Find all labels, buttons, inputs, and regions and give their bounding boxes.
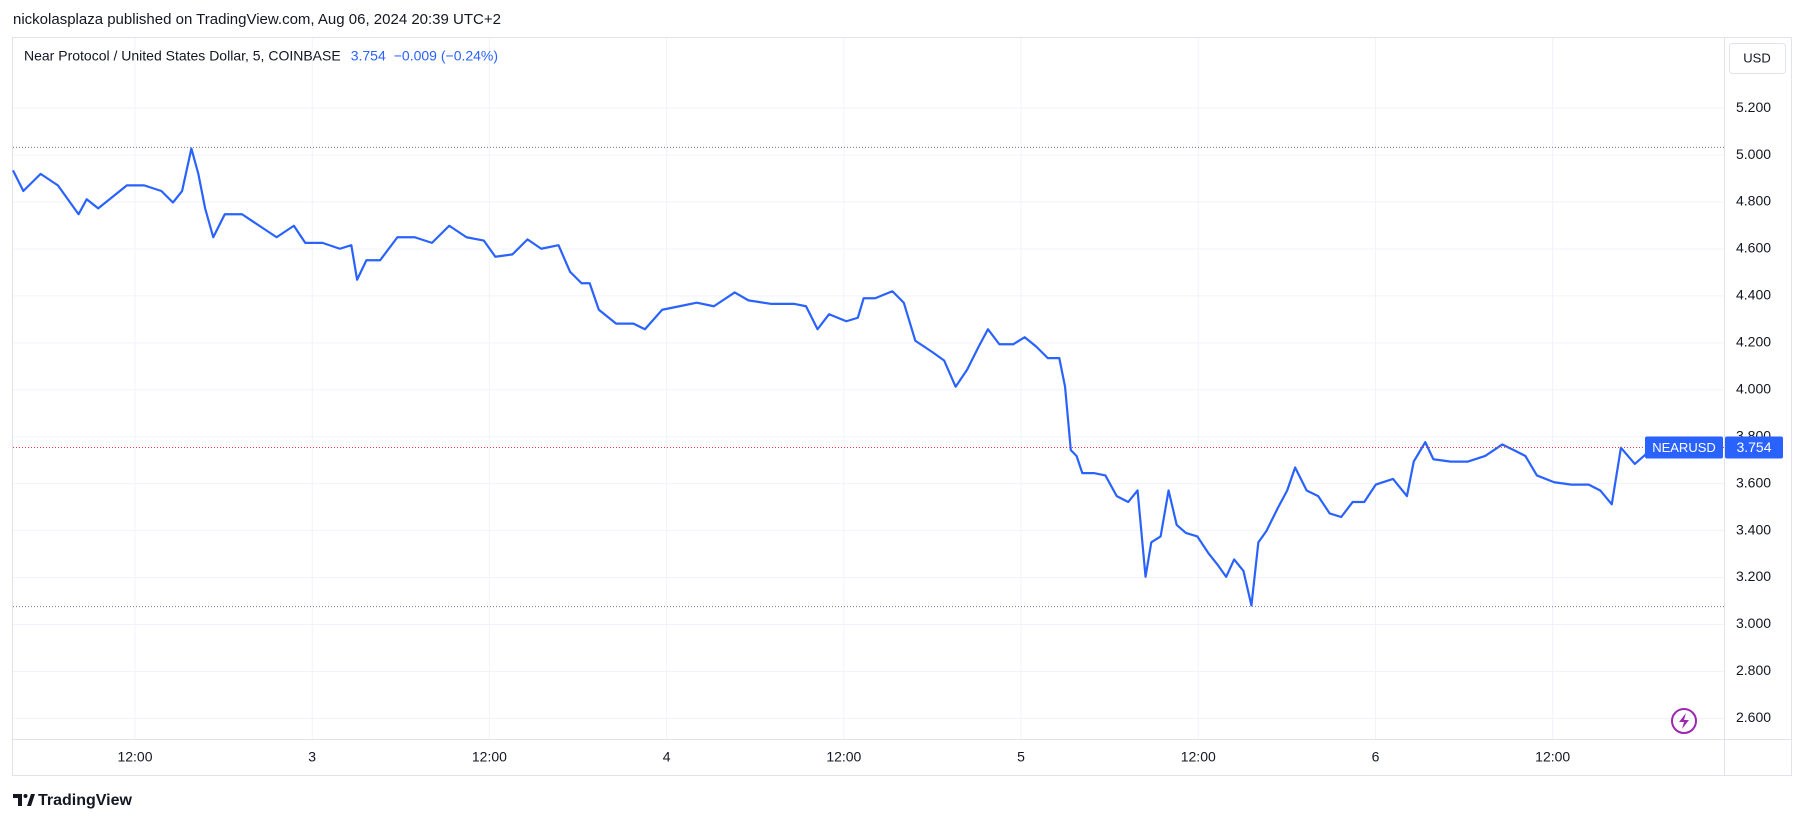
y-tick-label: 3.600 bbox=[1736, 474, 1771, 490]
y-tick-label: 2.600 bbox=[1736, 709, 1771, 725]
lightning-icon[interactable] bbox=[1671, 708, 1697, 734]
x-tick-label: 3 bbox=[308, 749, 316, 765]
chart-frame bbox=[12, 37, 1792, 776]
x-tick-label: 12:00 bbox=[1535, 749, 1570, 765]
y-tick-label: 2.800 bbox=[1736, 662, 1771, 678]
x-tick-label: 5 bbox=[1017, 749, 1025, 765]
currency-label[interactable]: USD bbox=[1743, 50, 1770, 65]
x-tick-label: 6 bbox=[1372, 749, 1380, 765]
y-tick-label: 4.400 bbox=[1736, 287, 1771, 303]
symbol-tag-label: NEARUSD bbox=[1652, 440, 1716, 455]
x-tick-label: 12:00 bbox=[1181, 749, 1216, 765]
grid bbox=[13, 38, 1724, 739]
x-tick-label: 12:00 bbox=[117, 749, 152, 765]
y-tick-label: 5.200 bbox=[1736, 99, 1771, 115]
legend-price: 3.754 bbox=[351, 48, 386, 64]
price-line bbox=[12, 147, 1653, 607]
legend-change: −0.009 (−0.24%) bbox=[394, 48, 498, 64]
symbol-tag bbox=[1645, 436, 1723, 459]
footer-brand: TradingView bbox=[38, 792, 133, 809]
price-tag-label: 3.754 bbox=[1736, 439, 1771, 455]
y-tick-label: 5.000 bbox=[1736, 146, 1771, 162]
x-tick-label: 4 bbox=[663, 749, 671, 765]
y-tick-label: 4.600 bbox=[1736, 240, 1771, 256]
y-tick-label: 4.800 bbox=[1736, 193, 1771, 209]
y-tick-label: 4.200 bbox=[1736, 334, 1771, 350]
price-tag bbox=[1725, 436, 1783, 459]
currency-button[interactable] bbox=[1729, 43, 1786, 74]
y-tick-label: 3.000 bbox=[1736, 615, 1771, 631]
publisher-line: nickolasplaza published on TradingView.c… bbox=[13, 11, 501, 28]
legend-title: Near Protocol / United States Dollar, 5,… bbox=[24, 48, 341, 64]
y-tick-label: 3.400 bbox=[1736, 521, 1771, 537]
x-tick-label: 12:00 bbox=[472, 749, 507, 765]
tradingview-logo bbox=[13, 794, 35, 806]
y-tick-label: 3.200 bbox=[1736, 568, 1771, 584]
x-tick-label: 12:00 bbox=[826, 749, 861, 765]
y-tick-label: 4.000 bbox=[1736, 380, 1771, 396]
